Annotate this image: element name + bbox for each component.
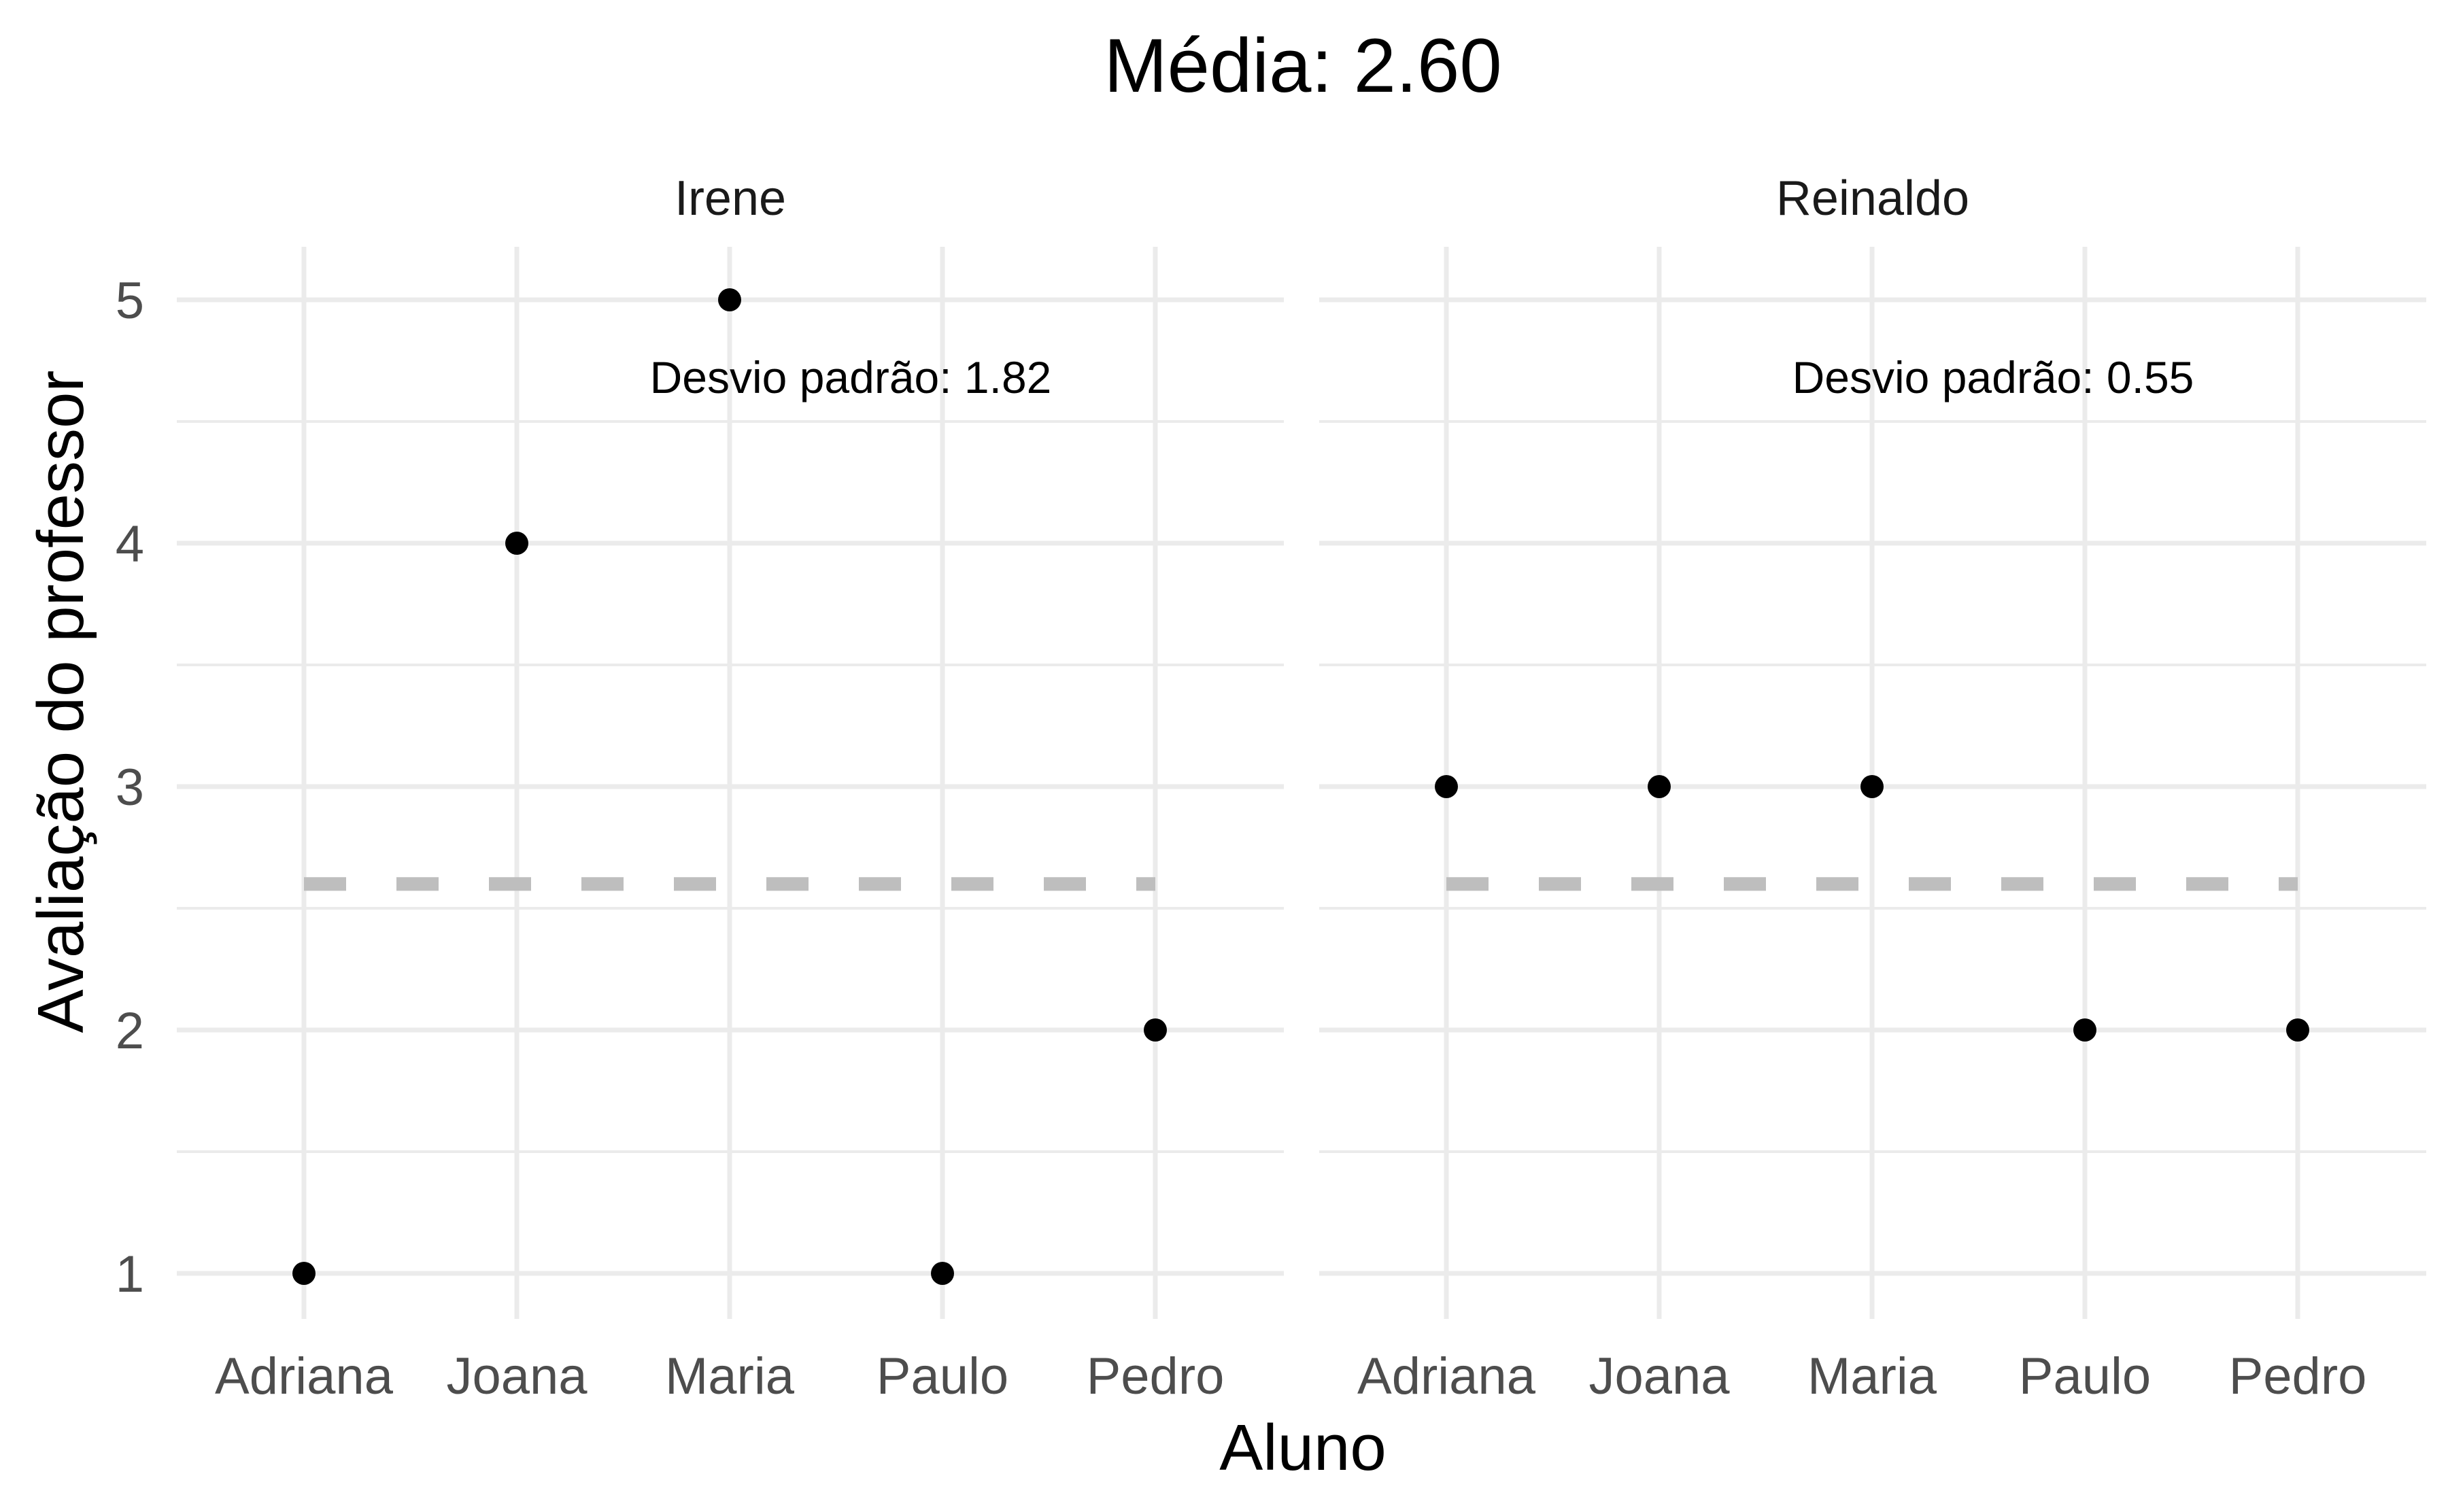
facet-label: Reinaldo [1776, 171, 1969, 226]
data-point-pedro [2286, 1018, 2309, 1042]
data-point-joana [505, 532, 528, 555]
x-tick-label: Paulo [2019, 1347, 2151, 1405]
chart-title: Média: 2.60 [1104, 23, 1501, 108]
facet-panel-1: Reinaldo Desvio padrão: 0.55 Adriana Joana M… [1319, 171, 2426, 1405]
x-axis-title: Aluno [1219, 1411, 1387, 1484]
y-tick-label: 5 [116, 272, 144, 330]
x-tick-label: Joana [1588, 1347, 1730, 1405]
data-point-paulo [2073, 1018, 2096, 1042]
x-tick-label: Pedro [2229, 1347, 2367, 1405]
x-tick-label: Pedro [1087, 1347, 1225, 1405]
y-tick-label: 3 [116, 759, 144, 817]
facet-label: Irene [675, 171, 786, 226]
x-tick-label: Adriana [215, 1347, 394, 1405]
data-point-adriana [292, 1262, 316, 1285]
y-tick-label: 2 [116, 1002, 144, 1060]
x-tick-label: Paulo [877, 1347, 1008, 1405]
std-dev-annotation: Desvio padrão: 1.82 [650, 352, 1052, 402]
y-tick-label: 1 [116, 1245, 144, 1303]
data-point-adriana [1435, 775, 1458, 798]
data-point-maria [718, 288, 741, 311]
data-point-paulo [931, 1262, 954, 1285]
facet-panels: Irene Desvio padrão: 1.82 Adriana Joana Mari… [177, 171, 2426, 1405]
y-axis-ticks: 1 2 3 4 5 [116, 272, 144, 1303]
std-dev-annotation: Desvio padrão: 0.55 [1792, 352, 2194, 402]
y-axis-title: Avaliação do professor [24, 371, 97, 1033]
data-point-pedro [1144, 1018, 1167, 1042]
facet-panel-0: Irene Desvio padrão: 1.82 Adriana Joana Mari… [177, 171, 1284, 1405]
x-tick-label: Joana [446, 1347, 588, 1405]
x-tick-label: Maria [1807, 1347, 1937, 1405]
y-tick-label: 4 [116, 515, 144, 573]
data-point-joana [1648, 775, 1671, 798]
data-point-maria [1860, 775, 1884, 798]
x-tick-label: Adriana [1357, 1347, 1536, 1405]
x-tick-label: Maria [665, 1347, 795, 1405]
